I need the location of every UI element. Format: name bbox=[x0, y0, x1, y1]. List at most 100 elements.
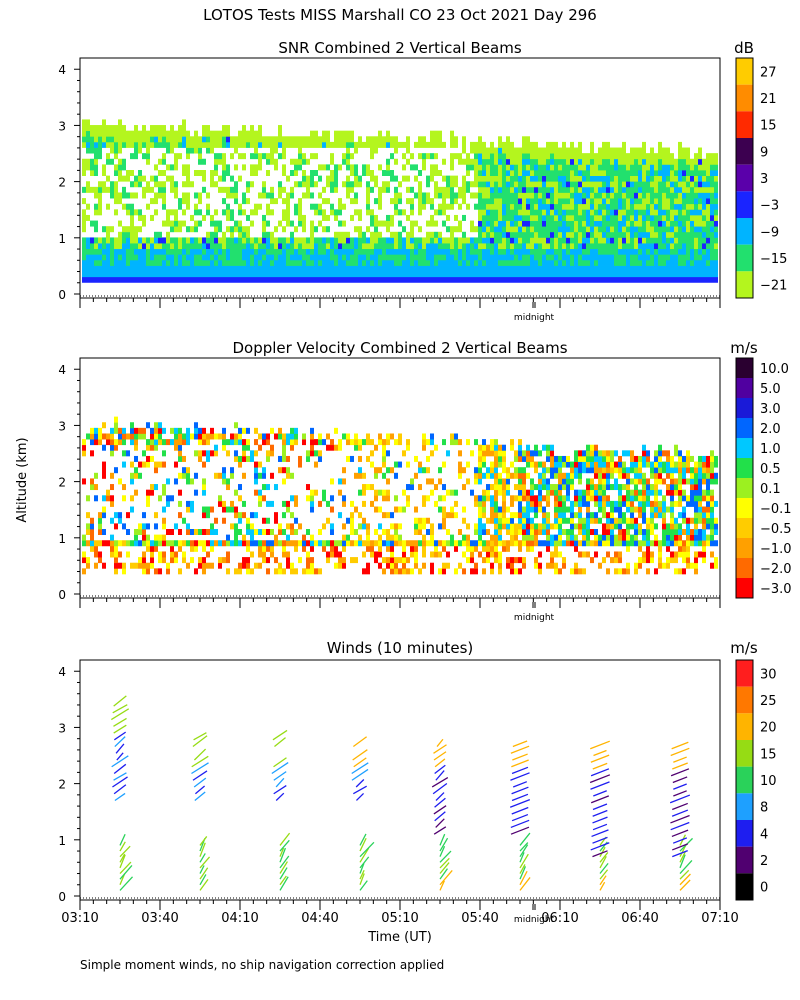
snr-cell bbox=[98, 243, 102, 250]
snr-cell bbox=[470, 141, 474, 148]
doppler-cell bbox=[570, 529, 574, 535]
snr-cell bbox=[486, 243, 490, 250]
snr-cell bbox=[126, 243, 130, 250]
doppler-cell bbox=[510, 444, 514, 451]
doppler-cell bbox=[482, 461, 486, 468]
snr-cell bbox=[242, 226, 246, 233]
snr-cell bbox=[346, 276, 350, 283]
snr-cell bbox=[714, 243, 718, 250]
snr-cell bbox=[442, 192, 446, 199]
snr-cell bbox=[494, 226, 498, 233]
snr-cell bbox=[318, 192, 322, 199]
snr-cell bbox=[630, 192, 634, 199]
snr-cell bbox=[282, 198, 286, 205]
snr-cell bbox=[142, 141, 146, 148]
snr-cell bbox=[386, 254, 390, 261]
snr-cell bbox=[690, 158, 694, 165]
doppler-cell bbox=[86, 523, 90, 530]
snr-cell bbox=[286, 192, 290, 199]
snr-cell bbox=[562, 259, 566, 266]
doppler-cell bbox=[402, 545, 406, 552]
snr-cell bbox=[230, 226, 234, 233]
snr-cell bbox=[94, 164, 98, 171]
colorbar-swatch bbox=[736, 271, 753, 298]
doppler-cell bbox=[654, 461, 658, 468]
snr-cell bbox=[158, 231, 162, 238]
doppler-cell bbox=[574, 495, 578, 502]
snr-cell bbox=[310, 265, 314, 272]
snr-cell bbox=[358, 141, 362, 148]
snr-cell bbox=[494, 209, 498, 216]
snr-cell bbox=[398, 276, 402, 283]
snr-cell bbox=[686, 265, 690, 272]
snr-cell bbox=[286, 141, 290, 148]
snr-cell bbox=[418, 243, 422, 250]
snr-cell bbox=[502, 164, 506, 171]
snr-cell bbox=[682, 170, 686, 176]
snr-cell bbox=[666, 181, 670, 188]
doppler-cell bbox=[618, 506, 622, 513]
snr-cell bbox=[274, 158, 278, 165]
snr-cell bbox=[478, 136, 482, 143]
snr-cell bbox=[534, 226, 538, 233]
snr-cell bbox=[250, 265, 254, 272]
snr-cell bbox=[286, 259, 290, 266]
doppler-cell bbox=[618, 472, 622, 479]
snr-cell bbox=[174, 141, 178, 148]
doppler-cell bbox=[110, 472, 114, 479]
snr-cell bbox=[494, 175, 498, 182]
doppler-cell bbox=[634, 534, 638, 541]
doppler-cell bbox=[274, 540, 278, 547]
doppler-cell bbox=[326, 517, 330, 524]
doppler-cell bbox=[518, 557, 522, 564]
doppler-cell bbox=[318, 450, 322, 457]
doppler-cell bbox=[438, 467, 442, 474]
snr-cell bbox=[646, 226, 650, 233]
snr-cell bbox=[654, 265, 658, 272]
doppler-cell bbox=[90, 427, 94, 434]
doppler-cell bbox=[566, 529, 570, 535]
snr-cell bbox=[350, 243, 354, 250]
snr-cell bbox=[574, 231, 578, 238]
snr-cell bbox=[618, 276, 622, 283]
snr-cell bbox=[466, 259, 470, 266]
doppler-cell bbox=[666, 489, 670, 496]
doppler-cell bbox=[270, 500, 274, 507]
snr-cell bbox=[262, 192, 266, 199]
snr-cell bbox=[422, 271, 426, 278]
snr-cell bbox=[130, 214, 134, 221]
doppler-cell bbox=[158, 540, 162, 547]
doppler-cell bbox=[282, 512, 286, 519]
snr-cell bbox=[206, 130, 210, 137]
snr-cell bbox=[382, 181, 386, 188]
doppler-cell bbox=[118, 433, 122, 440]
doppler-cell bbox=[598, 461, 602, 468]
doppler-cell bbox=[394, 523, 398, 530]
colorbar-swatch bbox=[736, 84, 753, 112]
doppler-cell bbox=[634, 478, 638, 485]
doppler-cell bbox=[558, 568, 562, 575]
snr-cell bbox=[378, 220, 382, 227]
snr-cell bbox=[582, 259, 586, 266]
doppler-cell bbox=[442, 484, 446, 491]
snr-cell bbox=[438, 209, 442, 216]
snr-cell bbox=[258, 141, 262, 148]
snr-cell bbox=[290, 248, 294, 255]
doppler-cell bbox=[502, 523, 506, 530]
doppler-cell bbox=[150, 439, 154, 446]
snr-cell bbox=[302, 254, 306, 261]
doppler-cell bbox=[642, 500, 646, 507]
snr-cell bbox=[314, 203, 318, 210]
snr-cell bbox=[590, 175, 594, 182]
snr-cell bbox=[410, 248, 414, 255]
snr-cell bbox=[478, 254, 482, 261]
doppler-cell bbox=[158, 568, 162, 575]
snr-cell bbox=[258, 259, 262, 266]
snr-cell bbox=[170, 164, 174, 171]
snr-cell bbox=[490, 248, 494, 255]
snr-cell bbox=[94, 220, 98, 227]
snr-cell bbox=[646, 231, 650, 238]
snr-cell bbox=[618, 248, 622, 255]
doppler-cell bbox=[626, 467, 630, 474]
snr-cell bbox=[486, 186, 490, 193]
